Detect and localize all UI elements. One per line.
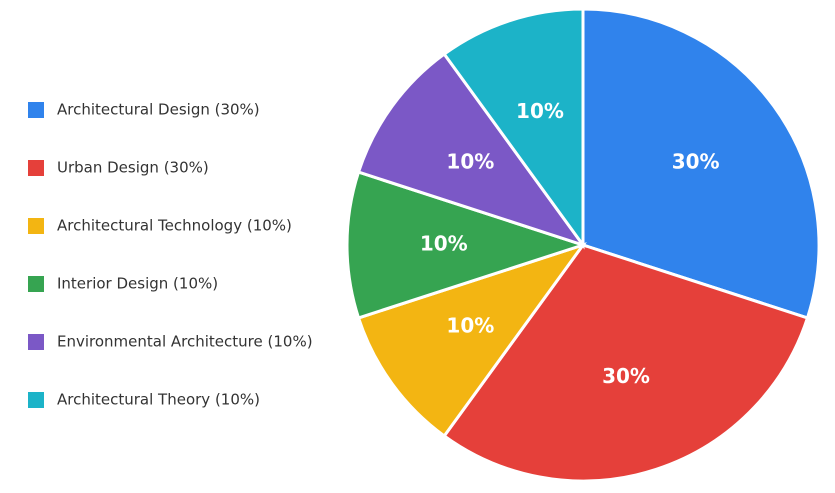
pie-slice	[442, 7, 585, 250]
pie-slice	[356, 242, 587, 439]
data-label: 10%	[446, 313, 494, 337]
legend-swatch	[28, 102, 44, 118]
legend-label: Architectural Technology (10%)	[57, 217, 292, 235]
data-label: 10%	[420, 232, 468, 256]
legend-label: Interior Design (10%)	[57, 275, 218, 293]
data-label: 10%	[446, 150, 494, 174]
legend-swatch	[28, 218, 44, 234]
pie-slice	[442, 243, 810, 483]
pie-slice	[581, 7, 821, 320]
legend-label: Architectural Theory (10%)	[57, 391, 260, 409]
pie-slice	[345, 170, 588, 320]
legend-label: Architectural Design (30%)	[57, 101, 260, 119]
legend-swatch	[28, 334, 44, 350]
legend-swatch	[28, 276, 44, 292]
legend-label: Urban Design (30%)	[57, 159, 209, 177]
data-label: 10%	[516, 99, 564, 123]
data-label: 30%	[672, 150, 720, 174]
data-label: 30%	[602, 364, 650, 388]
pie-slice	[356, 51, 587, 248]
legend-swatch	[28, 160, 44, 176]
legend-swatch	[28, 392, 44, 408]
legend-label: Environmental Architecture (10%)	[57, 333, 313, 351]
